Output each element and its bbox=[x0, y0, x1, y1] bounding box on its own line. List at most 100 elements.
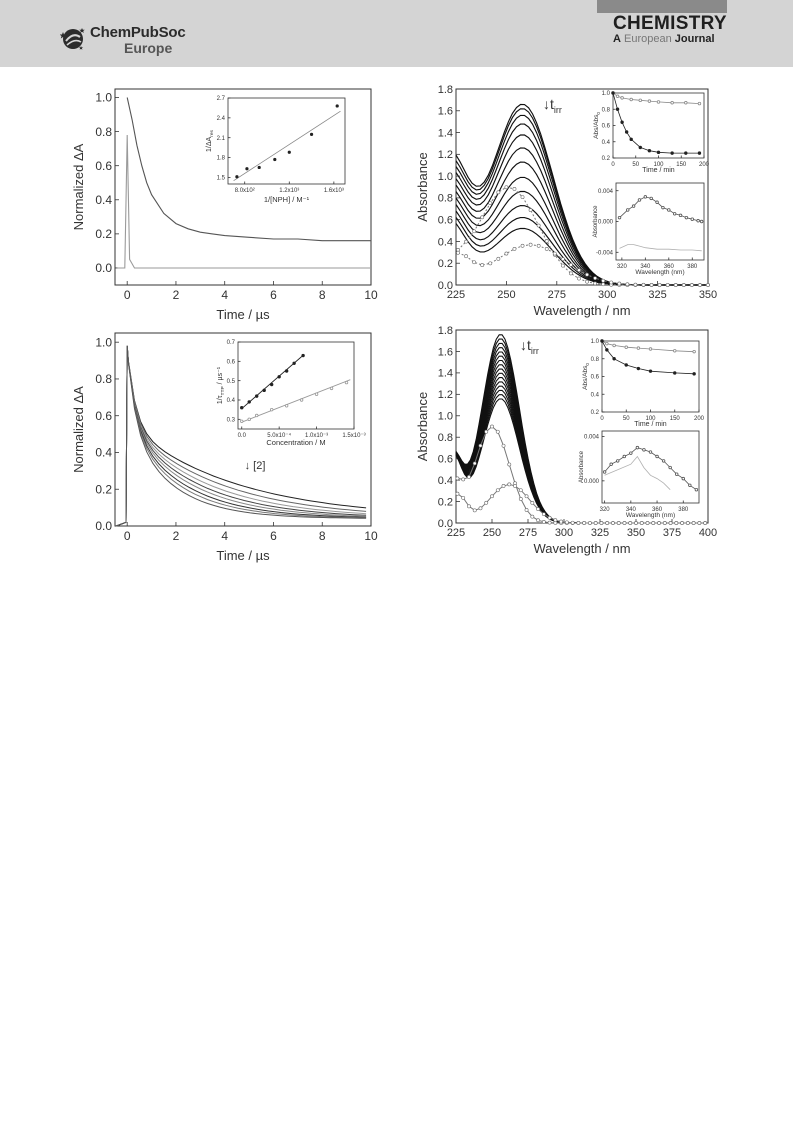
panel-c-inset-point bbox=[255, 394, 259, 398]
panel-a-xtick-label: 6 bbox=[270, 288, 277, 302]
panel-d-inset-bottom-point bbox=[681, 476, 685, 481]
panel-b-reference-b-point bbox=[552, 251, 557, 256]
panel-b-inset-top-xtick-label: 0 bbox=[611, 162, 615, 168]
panel-c-ytick-label: 0.0 bbox=[95, 519, 112, 533]
panel-b-inset-top-ylabel: Abs/Abs0 bbox=[593, 112, 601, 139]
panel-d-inset-top-xtick-label: 200 bbox=[694, 416, 705, 422]
panel-d-reference-b-point bbox=[455, 491, 460, 496]
panel-d-ytick-label: 1.0 bbox=[438, 411, 453, 423]
panel-b-inset-top-ylabel-sub: 0 bbox=[596, 112, 601, 115]
panel-b-ylabel: Absorbance bbox=[415, 152, 430, 221]
panel-c-xtick-label: 10 bbox=[364, 529, 378, 543]
journal-sub-a: A bbox=[613, 33, 621, 45]
panel-c-xlabel: Time / µs bbox=[216, 548, 270, 563]
panel-a-inset-xtick-label: 1.6x10³ bbox=[324, 188, 344, 194]
panel-b-inset-bottom-point bbox=[626, 208, 630, 212]
panel-b-inset-top-point bbox=[638, 145, 642, 150]
panel-b-reference-a-point bbox=[585, 279, 589, 284]
panel-b-xtick-label: 225 bbox=[447, 289, 465, 301]
panel-c-inset-ylabel-sub: TTP bbox=[220, 386, 226, 395]
panel-d-reference-a-point bbox=[536, 518, 540, 523]
panel-c-inset-xtick-label: 1.0x10⁻³ bbox=[305, 433, 328, 439]
panel-b-reference-b-point bbox=[512, 247, 517, 251]
panel-b-inset-bottom-point bbox=[617, 215, 622, 220]
panel-b-inset-top-point bbox=[647, 99, 652, 103]
panel-b-inset-bottom-point bbox=[684, 215, 689, 220]
panel-b-ytick-label: 1.4 bbox=[438, 127, 453, 139]
panel-c-inset-point bbox=[240, 419, 244, 423]
panel-d-inset-top-point bbox=[692, 349, 696, 354]
panel-b-ytick-label: 0.2 bbox=[438, 258, 453, 270]
journal-sub-b: European bbox=[624, 33, 672, 45]
panel-d-annotation-sub: irr bbox=[531, 346, 539, 356]
panel-b-ytick-label: 0.0 bbox=[438, 280, 453, 292]
panel-b-inset-bottom-xtick-label: 360 bbox=[664, 264, 675, 270]
panel-b-inset-top-point bbox=[697, 151, 702, 155]
panel-d-inset-bottom-frame bbox=[601, 430, 700, 504]
panel-d-reference-a-point bbox=[478, 443, 483, 448]
panel-d-reference-b-point bbox=[501, 484, 506, 488]
panel-c-inset-point bbox=[240, 406, 244, 410]
panel-b-reference-b-point bbox=[633, 282, 638, 287]
panel-d-reference-b-point bbox=[657, 521, 661, 525]
panel-d-reference-a-point bbox=[455, 476, 460, 481]
panel-d-inset-bottom-point bbox=[694, 488, 699, 492]
panel-b-xtick-label: 300 bbox=[598, 289, 616, 301]
panel-b-inset-top-point bbox=[615, 94, 620, 98]
panel-d-inset-top-point bbox=[648, 347, 653, 351]
panel-b-inset-top-point bbox=[629, 97, 633, 102]
panel-d-xtick-label: 300 bbox=[555, 527, 573, 539]
panel-d-inset-bottom-point bbox=[629, 451, 633, 455]
panel-b-inset-bottom-xlabel: Wavelength (nm) bbox=[635, 269, 684, 276]
panel-c-decay-trace bbox=[116, 345, 367, 527]
panel-d-ylabel: Absorbance bbox=[415, 392, 430, 461]
panel-b-reference-a-point bbox=[593, 281, 598, 286]
panel-c-decay-trace bbox=[116, 345, 367, 527]
panel-a-xtick-label: 10 bbox=[364, 288, 378, 302]
panel-b-inset-bottom-point bbox=[696, 219, 700, 223]
panel-d-reference-b-point bbox=[634, 521, 638, 525]
panel-a-ytick-label: 0.6 bbox=[95, 159, 112, 173]
panel-c-inset-ytick-label: 0.5 bbox=[227, 379, 236, 385]
panel-b-reference-b-point bbox=[617, 281, 622, 286]
panel-d-reference-b-point bbox=[611, 521, 615, 525]
panel-a-inset-point bbox=[257, 165, 261, 170]
panel-c-inset-xtick-label: 5.0x10⁻⁴ bbox=[267, 432, 291, 439]
panel-b-annotation-main: ↓t bbox=[543, 96, 554, 112]
panel-d-inset-top-ylabel-sub: 0 bbox=[585, 363, 590, 366]
panel-d-reference-b-point bbox=[530, 501, 535, 505]
panel-c-decay-trace bbox=[116, 345, 367, 527]
panel-d-inset-bottom-ytick-label: 0.004 bbox=[584, 435, 600, 441]
panel-b-reference-b-point bbox=[673, 283, 678, 287]
panel-b-inset-bottom-ytick-label: 0.004 bbox=[598, 189, 614, 195]
panel-b-reference-a-point bbox=[480, 215, 485, 220]
panel-d-reference-b-point bbox=[484, 500, 489, 505]
panel-b-inset-bottom-ytick-label: -0.004 bbox=[596, 250, 614, 256]
panel-b-xtick-label: 250 bbox=[497, 289, 515, 301]
panel-d-inset-bottom-point bbox=[642, 448, 646, 452]
panel-b-inset-top-point bbox=[670, 101, 674, 105]
panel-c-inset-point bbox=[284, 369, 289, 373]
panel-a-inset-xtick-label: 1.2x10³ bbox=[279, 188, 299, 194]
panel-b-inset-bottom-point bbox=[678, 213, 683, 218]
panel-d-reference-b-point bbox=[605, 521, 610, 525]
panel-a-inset-fit bbox=[233, 110, 341, 182]
panel-b-reference-b-point bbox=[496, 256, 501, 261]
panel-b-xlabel: Wavelength / nm bbox=[533, 303, 630, 318]
panel-d-reference-b-point bbox=[639, 521, 644, 525]
panel-d-reference-a-point bbox=[541, 520, 546, 524]
panel-a-xtick-label: 4 bbox=[221, 288, 228, 302]
panel-b-reference-b-point bbox=[641, 282, 646, 287]
panel-d-inset-top-point bbox=[636, 366, 641, 371]
panel-d-reference-b-point bbox=[478, 506, 483, 511]
panel-d-ytick-label: 1.8 bbox=[438, 325, 453, 337]
panel-b-inset-bottom-point bbox=[655, 200, 659, 204]
panel-d-inset-top-point bbox=[612, 343, 616, 348]
panel-b-inset-top-point bbox=[656, 150, 661, 155]
panel-d-reference-b-point bbox=[588, 521, 592, 525]
panel-b-reference-b-point bbox=[577, 268, 581, 273]
panel-b-reference-b-point bbox=[681, 283, 686, 287]
panel-c-inset-ytick-label: 0.7 bbox=[227, 340, 236, 346]
panel-a-inset-ytick-label: 2.1 bbox=[217, 136, 226, 142]
panel-c-inset-ylabel-unit: / µs⁻¹ bbox=[217, 366, 224, 386]
